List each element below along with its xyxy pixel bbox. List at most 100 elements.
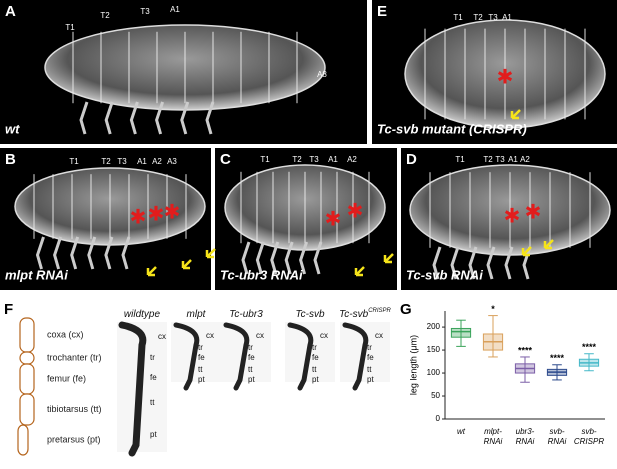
segment-label: A1 (170, 5, 180, 14)
asterisk: ✱ (164, 201, 181, 223)
y-tick-label: 0 (436, 414, 441, 423)
segment-label: T1 (69, 157, 79, 166)
y-tick-label: 200 (427, 322, 441, 331)
x-tick-label: RNAi (484, 437, 503, 446)
significance: **** (518, 345, 533, 355)
segment-label: T3 (495, 155, 505, 164)
leg (486, 246, 496, 280)
leg-image-label: tr (312, 343, 317, 352)
asterisk: ✱ (130, 206, 147, 228)
panel-caption: wt (5, 121, 20, 136)
leg-segment (17, 424, 29, 456)
panel-letter: D (406, 151, 417, 168)
leg (35, 236, 45, 270)
asterisk: ✱ (347, 200, 364, 222)
leg-image-label: cx (256, 331, 264, 340)
leg (432, 246, 442, 280)
leg (104, 236, 114, 270)
segment-label: T3 (140, 7, 150, 16)
box (450, 327, 472, 338)
leg (121, 236, 131, 270)
leg-segment (19, 317, 35, 353)
segment-label: T2 (101, 157, 111, 166)
column-title: Tc-ubr3 (229, 309, 263, 320)
leg (180, 101, 190, 135)
leg-image-label: pt (198, 375, 205, 384)
segment-label: T3 (488, 13, 498, 22)
panel-caption: Tc-ubr3 RNAi (220, 267, 303, 282)
leg-image-label: fe (248, 353, 255, 362)
leg-part-label: pretarsus (pt) (47, 434, 101, 444)
segment-label: A8 (317, 70, 327, 79)
title-text: Tc-svb (339, 309, 369, 320)
x-tick-label: wt (457, 427, 466, 436)
leg-image-label: tt (198, 365, 203, 374)
panel-letter: E (377, 3, 387, 20)
title-text: mlpt (187, 309, 207, 320)
leg-image-label: pt (367, 375, 374, 384)
x-tick-label: RNAi (548, 437, 567, 446)
segment-label: A1 (508, 155, 518, 164)
leg-part-label: trochanter (tr) (47, 352, 102, 362)
panel-caption: Tc-svb mutant (CRISPR) (377, 121, 527, 136)
leg (70, 236, 80, 270)
leg (53, 236, 63, 270)
leg (129, 101, 139, 135)
leg (313, 241, 323, 275)
leg (284, 241, 294, 275)
significance: * (491, 304, 495, 314)
leg-image-label: pt (248, 375, 255, 384)
arrow (205, 248, 216, 259)
segment-label: T2 (100, 11, 110, 20)
leg (504, 246, 514, 280)
y-tick-label: 100 (427, 368, 441, 377)
leg-image-label: cx (375, 331, 383, 340)
leg-image-label: tt (312, 365, 317, 374)
arrow (181, 259, 192, 270)
segment-label: T1 (260, 155, 270, 164)
leg-image-label: tt (367, 365, 372, 374)
y-tick-label: 150 (427, 345, 441, 354)
panel-letter: G (400, 301, 412, 318)
leg-image-label: tt (248, 365, 253, 374)
segment-label: T1 (65, 23, 75, 32)
leg-image-label: fe (367, 353, 374, 362)
arrow (383, 253, 394, 264)
asterisk: ✱ (148, 203, 165, 225)
leg-image-label: fe (312, 353, 319, 362)
asterisk: ✱ (504, 205, 521, 227)
title-text: Tc-svb (295, 309, 325, 320)
x-tick-label: RNAi (516, 437, 535, 446)
panel-caption: Tc-svb RNAi (406, 267, 483, 282)
leg-image-label: fe (198, 353, 205, 362)
arrow (521, 246, 532, 257)
leg-image-label: tt (150, 398, 155, 407)
segment-label: T1 (455, 155, 465, 164)
segment-label: A1 (502, 13, 512, 22)
segment-label: A1 (328, 155, 338, 164)
panel-letter: F (4, 301, 13, 318)
leg-image-label: tr (150, 353, 155, 362)
arrow (354, 266, 365, 277)
segment-label: T2 (483, 155, 493, 164)
leg (79, 101, 89, 135)
panel-letter: C (220, 151, 231, 168)
leg (104, 101, 114, 135)
leg-image (287, 322, 314, 391)
leg-part-label: tibiotarsus (tt) (47, 404, 102, 414)
column-title: mlpt (187, 309, 207, 320)
x-tick-label: mlpt- (484, 427, 502, 436)
segment-label: T3 (309, 155, 319, 164)
segment-label: A2 (347, 155, 357, 164)
leg-image-label: cx (158, 332, 166, 341)
x-tick-label: CRISPR (574, 437, 604, 446)
x-tick-label: svb- (581, 427, 596, 436)
leg (205, 101, 215, 135)
column-title: Tc-svbCRISPR (339, 308, 391, 320)
leg-segment (19, 351, 35, 365)
segment-label: T2 (292, 155, 302, 164)
arrow (543, 239, 554, 250)
segment-label: A2 (520, 155, 530, 164)
leg-segment (19, 393, 35, 426)
asterisk: ✱ (325, 208, 342, 230)
